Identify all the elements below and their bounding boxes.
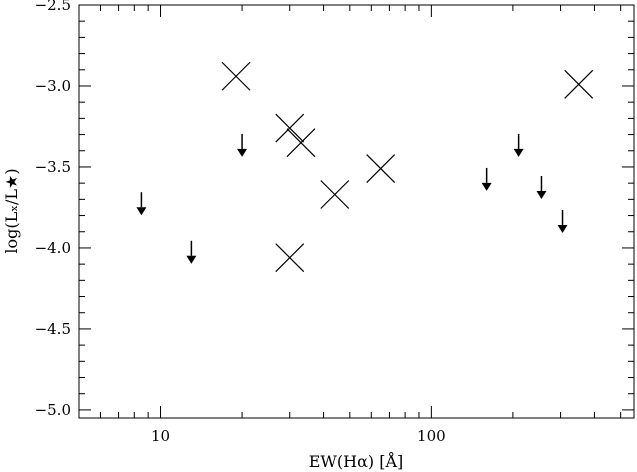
x-marker [275,243,305,273]
upper-limit-arrow [513,133,524,157]
x-marker [320,180,350,209]
upper-limit-arrow [481,167,492,191]
upper-limit-arrow [536,176,547,200]
arrow-head [186,255,197,264]
x-marker [275,113,305,143]
data-marks [136,61,594,273]
arrow-head [237,148,248,157]
y-tick-label: −4.0 [35,239,71,257]
upper-limit-arrow [186,240,197,264]
x-marker-stroke [221,61,251,91]
x-marker [366,154,396,184]
arrow-head [536,191,547,200]
x-marker-stroke [275,243,305,273]
y-tick-label: −3.0 [35,77,71,95]
arrow-head [557,225,568,234]
x-marker-stroke [286,128,316,158]
arrow-head [481,182,492,191]
upper-limit-arrow [136,192,147,216]
y-tick-label: −3.5 [35,158,71,176]
x-axis-label: EW(Hα) [Å] [309,451,404,471]
x-marker-stroke [275,113,305,143]
arrow-head [136,207,147,216]
x-marker [286,128,316,158]
upper-limit-arrow [557,210,568,234]
y-axis-label: log(Lₓ/L★) [2,168,21,253]
x-marker [564,69,594,99]
x-marker-stroke [564,69,594,99]
x-marker [221,61,251,91]
x-tick-label: 10 [151,427,170,445]
x-tick-label: 100 [417,427,446,445]
tick-labels: 10 100 −2.5 −3.0 −3.5 −4.0 −4.5 −5.0 [35,0,446,445]
arrow-head [513,148,524,157]
x-marker-stroke [320,180,350,209]
axis-ticks [78,4,634,418]
upper-limit-arrow [237,133,248,157]
x-marker-stroke [366,154,396,184]
plot-frame [78,4,635,419]
y-tick-label: −5.0 [35,401,71,419]
y-tick-label: −4.5 [35,320,71,338]
y-tick-label: −2.5 [35,0,71,14]
